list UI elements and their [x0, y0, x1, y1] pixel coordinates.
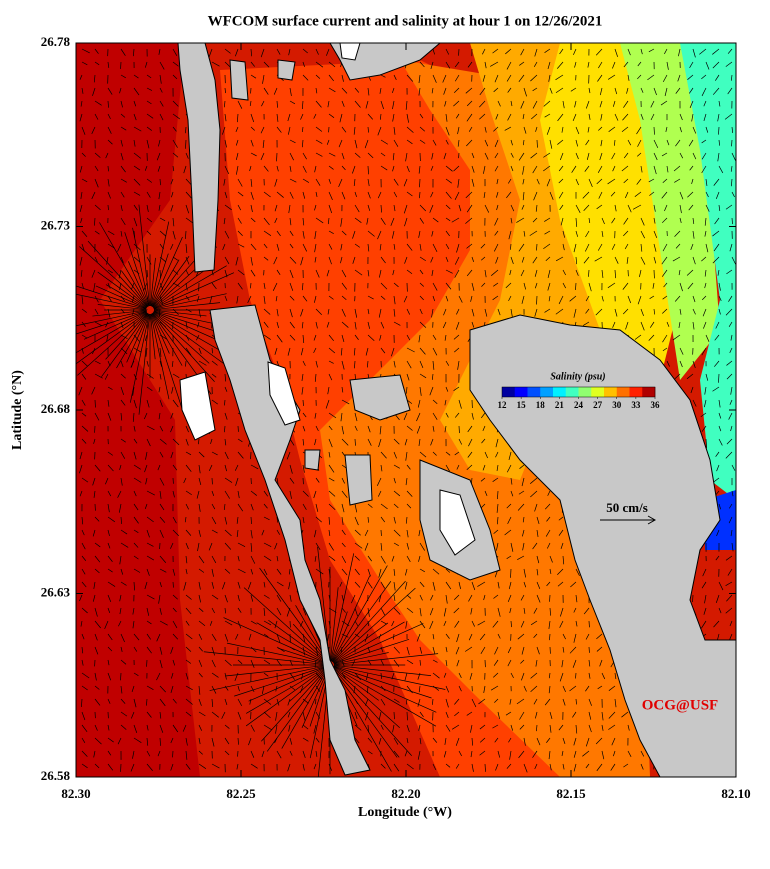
colorbar-cell	[591, 387, 604, 397]
x-tick-label: 82.30	[61, 786, 90, 801]
land	[305, 450, 320, 470]
colorbar-tick-label: 12	[498, 400, 508, 410]
colorbar-cell	[515, 387, 528, 397]
x-tick-label: 82.25	[226, 786, 256, 801]
colorbar-cell	[553, 387, 566, 397]
colorbar-cell	[617, 387, 630, 397]
x-tick-label: 82.15	[556, 786, 586, 801]
salinity-field	[65, 43, 736, 789]
colorbar-tick-label: 36	[651, 400, 661, 410]
land	[230, 60, 248, 100]
y-tick-label: 26.58	[41, 768, 71, 783]
colorbar-tick-label: 21	[555, 400, 565, 410]
colorbar-tick-label: 27	[593, 400, 603, 410]
colorbar-cell	[502, 387, 515, 397]
colorbar-tick-label: 30	[612, 400, 622, 410]
y-tick-label: 26.63	[41, 584, 71, 599]
colorbar-title: Salinity (psu)	[550, 371, 605, 382]
colorbar-tick-label: 24	[574, 400, 584, 410]
colorbar-cell	[528, 387, 541, 397]
colorbar-cell	[579, 387, 592, 397]
colorbar-tick-label: 33	[631, 400, 641, 410]
colorbar-tick-label: 18	[536, 400, 546, 410]
credit: OCG@USF	[642, 697, 718, 713]
colorbar-cell	[630, 387, 643, 397]
colorbar-cell	[540, 387, 553, 397]
y-tick-label: 26.73	[41, 217, 71, 232]
x-axis-label: Longitude (°W)	[358, 805, 452, 820]
land	[278, 60, 295, 80]
x-tick-label: 82.20	[391, 786, 420, 801]
land	[345, 455, 372, 505]
colorbar-cell	[642, 387, 655, 397]
colorbar-cell	[566, 387, 579, 397]
y-axis-label: Latitude (°N)	[10, 370, 25, 450]
scale-label: 50 cm/s	[606, 500, 648, 515]
colorbar-tick-label: 15	[517, 400, 527, 410]
x-tick-label: 82.10	[721, 786, 750, 801]
y-tick-label: 26.68	[41, 401, 71, 416]
y-tick-label: 26.78	[41, 34, 71, 49]
colorbar-cell	[604, 387, 617, 397]
chart-title: WFCOM surface current and salinity at ho…	[208, 13, 603, 29]
